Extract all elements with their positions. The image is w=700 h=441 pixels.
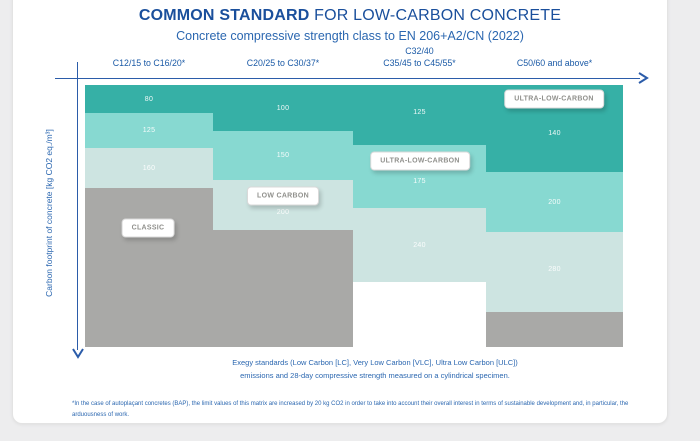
chart-segment: [353, 282, 486, 347]
segment-value-label: 140: [548, 129, 561, 137]
footer-line-1: Exegy standards (Low Carbon [LC], Very L…: [232, 358, 518, 367]
column-header-line: C50/60 and above*: [516, 58, 593, 68]
chart-segment: 160: [85, 148, 213, 188]
standard-badge: ULTRA-LOW-CARBON: [504, 89, 604, 109]
chart-segment: [486, 312, 623, 347]
y-axis-line: [77, 62, 78, 350]
chart-segment: 125: [85, 113, 213, 148]
column-header: C12/15 to C16/20*: [113, 57, 185, 69]
segment-value-label: 175: [413, 177, 426, 185]
segment-value-label: 100: [276, 104, 290, 112]
column-header-line: C12/15 to C16/20*: [112, 58, 186, 68]
chart-segment: 80: [85, 85, 213, 113]
column-header-line: C20/25 to C30/37*: [246, 58, 320, 68]
chart-column: C32/40 C35/45 to C45/55* 125 175 240: [353, 46, 486, 347]
page-title-rest: FOR LOW-CARBON CONCRETE: [309, 7, 562, 24]
page-title: COMMON STANDARD FOR LOW-CARBON CONCRETE: [0, 7, 700, 25]
footnote: *In the case of autoplaçant concretes (B…: [72, 401, 629, 418]
chart-column: C20/25 to C30/37* 100 150 200: [213, 58, 353, 347]
chart-column: C12/15 to C16/20* 80 125 160: [85, 58, 213, 347]
column-header: C32/40 C35/45 to C45/55*: [383, 45, 455, 69]
page-title-bold: COMMON STANDARD: [138, 7, 310, 24]
segment-value-label: 80: [144, 95, 154, 103]
chart-segment: 150: [213, 131, 353, 180]
chart-columns: C12/15 to C16/20* 80 125 160 C20/25 to C30/3…: [85, 46, 623, 347]
segment-value-label: 160: [142, 164, 156, 172]
chevron-right-icon: [638, 72, 649, 84]
chart-segment: 100: [213, 85, 353, 131]
standard-badge: ULTRA-LOW-CARBON: [370, 151, 470, 171]
segment-value-label: 125: [413, 108, 426, 116]
page-subtitle: Concrete compressive strength class to E…: [176, 29, 524, 43]
column-header: C20/25 to C30/37*: [247, 57, 319, 69]
chart-segment: 280: [486, 232, 623, 312]
standard-badge: LOW CARBON: [247, 186, 319, 206]
standard-badge: CLASSIC: [121, 218, 175, 238]
chart-column: C50/60 and above* 140 200 280: [486, 58, 623, 347]
segment-value-label: 200: [276, 209, 290, 216]
segment-value-label: 125: [142, 127, 156, 134]
segment-value-label: 200: [548, 198, 561, 206]
column-header: C50/60 and above*: [517, 57, 592, 69]
segment-value-label: 280: [548, 265, 561, 273]
chart-segment: 200: [486, 172, 623, 232]
chart-segment: 125: [353, 85, 486, 145]
chart-footer-note: Exegy standards (Low Carbon [LC], Very L…: [95, 356, 655, 382]
footer-line-2: emissions and 28-day compressive strengt…: [240, 371, 510, 380]
segment-value-label: 240: [413, 241, 426, 249]
chart-segment: [213, 230, 353, 347]
segment-value-label: 150: [276, 152, 290, 159]
y-axis-label: Carbon footprint of concrete [kg CO2 eq.…: [44, 129, 54, 297]
chart-segment: [85, 188, 213, 347]
chart-segment: 240: [353, 208, 486, 282]
column-header-line: C32/40: [405, 46, 434, 56]
chevron-down-icon: [72, 348, 84, 359]
column-header-line: C35/45 to C45/55*: [383, 58, 456, 68]
x-axis-line: [55, 78, 640, 79]
